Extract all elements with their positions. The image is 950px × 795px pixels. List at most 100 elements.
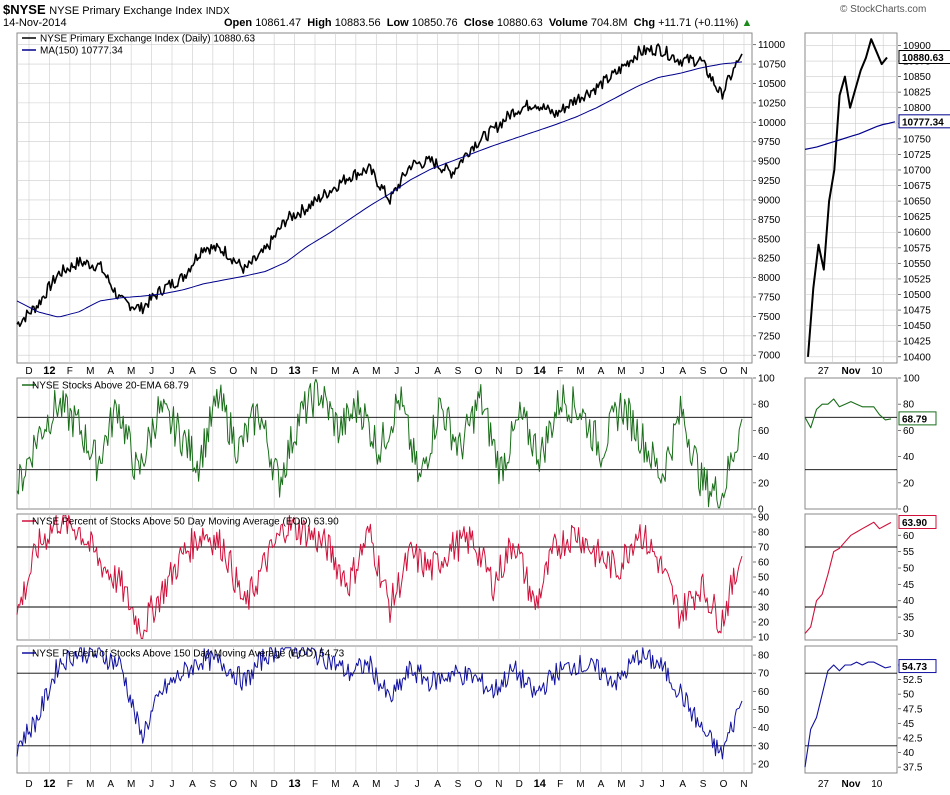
zoom-y-tick-label: 10625 <box>903 212 931 223</box>
quote-volume: Volume 704.8M <box>548 17 628 29</box>
zoom-y-tick-label: 10450 <box>903 321 931 332</box>
bottom-x-tick-label: M <box>331 779 339 790</box>
price-x-tick-label: 13 <box>288 365 300 377</box>
pct150-zoom-line <box>804 661 892 768</box>
price-y-tick-label: 10000 <box>758 118 786 129</box>
price-x-tick-label: S <box>210 366 217 377</box>
bottom-x-tick-label: 13 <box>288 778 300 790</box>
pct150-y-tick-label: 60 <box>758 687 770 698</box>
price-y-tick-label: 9000 <box>758 195 781 206</box>
zoom-y-tick-label: 10750 <box>903 134 931 145</box>
bottom-x-tick-label: 12 <box>43 778 55 790</box>
pct150-zoom-y-tick-label: 52.5 <box>903 675 923 686</box>
bottom-x-tick-label: O <box>475 779 483 790</box>
zoom-x-tick-label: 10 <box>871 366 883 377</box>
quote-open: Open 10861.47 <box>224 17 302 29</box>
ema20-zoom-y-tick-label: 60 <box>903 426 915 437</box>
price-series-line <box>16 43 743 328</box>
symbol-title: $NYSE NYSE Primary Exchange Index INDX <box>3 2 230 17</box>
price-x-tick-label: O <box>475 366 483 377</box>
pct150-zoom-y-tick-label: 50 <box>903 690 915 701</box>
bottom-x-tick-label: M <box>617 779 625 790</box>
pct150-y-tick-label: 30 <box>758 741 770 752</box>
price-x-tick-label: J <box>639 366 644 377</box>
ema20-y-tick-label: 60 <box>758 426 770 437</box>
pct50-title: NYSE Percent of Stocks Above 50 Day Movi… <box>32 517 339 528</box>
pct150-y-tick-label: 50 <box>758 705 770 716</box>
ema20-zoom-line <box>804 398 892 429</box>
zoom-y-tick-label: 10825 <box>903 88 931 99</box>
price-y-tick-label: 7000 <box>758 351 781 362</box>
pct150-last-tag-box <box>898 659 937 674</box>
pct50-y-tick-label: 10 <box>758 633 770 644</box>
bottom-x-tick-label: M <box>576 779 584 790</box>
pct50-zoom-y-tick-label: 50 <box>903 564 915 575</box>
bottom-x-tick-label: A <box>598 779 605 790</box>
ema20-y-tick-label: 80 <box>758 400 770 411</box>
pct50-zoom-y-tick-label: 45 <box>903 580 915 591</box>
pct50-zoom-y-tick-label: 55 <box>903 547 915 558</box>
bottom-x-tick-label: F <box>312 779 318 790</box>
price-x-tick-label: D <box>271 366 278 377</box>
price-x-tick-label: A <box>679 366 686 377</box>
bottom-zoom-x-tick-label: Nov <box>842 779 861 790</box>
pct50-last-tag: 63.90 <box>902 518 927 529</box>
bottom-x-tick-label: 14 <box>534 778 547 790</box>
bottom-x-tick-label: F <box>557 779 563 790</box>
price-x-tick-label: N <box>250 366 257 377</box>
pct50-zoom-y-tick-label: 60 <box>903 531 915 542</box>
pct50-y-tick-label: 30 <box>758 603 770 614</box>
bottom-x-tick-label: O <box>720 779 728 790</box>
pct150-zoom-y-tick-label: 47.5 <box>903 704 923 715</box>
price-y-tick-label: 9500 <box>758 157 781 168</box>
zoom-y-tick-label: 10600 <box>903 228 931 239</box>
bottom-zoom-x-tick-label: 27 <box>818 779 830 790</box>
quote-low: Low 10850.76 <box>386 17 458 29</box>
index-name: NYSE Primary Exchange Index <box>49 5 203 17</box>
price-x-tick-label: F <box>67 366 73 377</box>
symbol: $NYSE <box>3 2 46 17</box>
ema20-y-tick-label: 20 <box>758 478 770 489</box>
zoom-x-tick-label: 27 <box>818 366 830 377</box>
ema20-last-tag: 68.79 <box>902 414 927 425</box>
bottom-zoom-x-tick-label: 10 <box>871 779 883 790</box>
pct150-y-tick-label: 70 <box>758 669 770 680</box>
pct50-panel <box>16 513 753 641</box>
bottom-x-tick-label: D <box>25 779 32 790</box>
bottom-x-tick-label: S <box>210 779 217 790</box>
pct50-zoom-panel <box>804 513 898 641</box>
price-y-tick-label: 11000 <box>758 40 786 51</box>
price-x-tick-label: N <box>495 366 502 377</box>
bottom-x-tick-label: J <box>415 779 420 790</box>
legend-ma-label: MA(150) 10777.34 <box>40 46 123 57</box>
price-x-tick-label: D <box>25 366 32 377</box>
pct150-y-tick-label: 80 <box>758 651 770 662</box>
price-x-tick-label: F <box>312 366 318 377</box>
pct50-y-tick-label: 70 <box>758 543 770 554</box>
bottom-x-tick-label: D <box>271 779 278 790</box>
zoom-y-tick-label: 10525 <box>903 274 931 285</box>
ema20-zoom-y-tick-label: 20 <box>903 478 915 489</box>
price-x-tick-label: M <box>576 366 584 377</box>
price-y-tick-label: 10250 <box>758 98 786 109</box>
last-ma-tag: 10777.34 <box>902 117 944 128</box>
pct150-y-tick-label: 40 <box>758 723 770 734</box>
price-y-tick-label: 7500 <box>758 312 781 323</box>
quote-bar: Open 10861.47 High 10883.56 Low 10850.76… <box>224 17 752 29</box>
ema20-zoom-y-tick-label: 40 <box>903 452 915 463</box>
pct150-zoom-panel <box>804 645 898 774</box>
bottom-x-tick-label: S <box>700 779 707 790</box>
price-x-tick-label: J <box>149 366 154 377</box>
bottom-x-tick-label: D <box>516 779 523 790</box>
credit: © StockCharts.com <box>840 4 927 15</box>
last-price-tag-box <box>898 50 950 65</box>
price-y-tick-label: 9250 <box>758 176 781 187</box>
pct50-y-tick-label: 90 <box>758 513 770 524</box>
price-y-tick-label: 8500 <box>758 234 781 245</box>
price-y-tick-label: 9750 <box>758 137 781 148</box>
ema20-y-tick-label: 100 <box>758 374 775 385</box>
price-x-tick-label: J <box>660 366 665 377</box>
bottom-x-tick-label: N <box>495 779 502 790</box>
price-x-tick-label: J <box>415 366 420 377</box>
price-x-tick-label: 14 <box>534 365 547 377</box>
